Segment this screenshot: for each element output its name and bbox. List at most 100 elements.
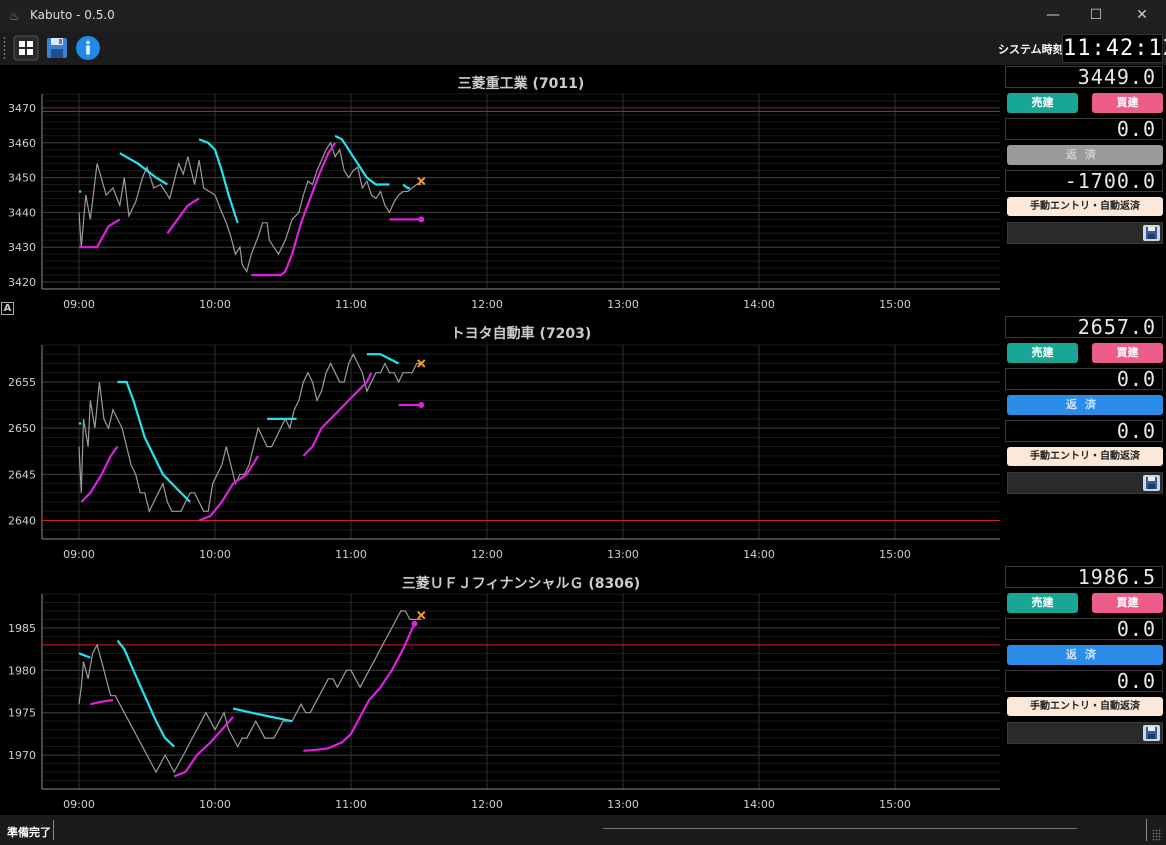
control-panel-8306: 1986.5 売建 買建 0.0 返済 0.0 手動エントリ・自動返済 <box>1003 565 1166 815</box>
control-panel-7203: 2657.0 売建 買建 0.0 返済 0.0 手動エントリ・自動返済 <box>1003 315 1166 565</box>
y-tick-label: 3470 <box>8 102 36 115</box>
upper-stop-line <box>117 380 191 503</box>
sell-button[interactable]: 売建 <box>1007 593 1078 613</box>
buy-button[interactable]: 買建 <box>1092 593 1163 613</box>
mode-button[interactable]: 手動エントリ・自動返済 <box>1007 197 1163 216</box>
close-button[interactable]: ✕ <box>1136 7 1148 23</box>
save-memo-icon[interactable] <box>1143 475 1160 491</box>
y-tick-label: 1980 <box>8 664 36 677</box>
x-tick-label: 09:00 <box>63 798 95 811</box>
x-tick-label: 12:00 <box>471 798 503 811</box>
lower-stop-dot <box>411 620 418 627</box>
toolbar: システム時刻 11:42:12 <box>0 31 1166 65</box>
save-icon[interactable] <box>44 35 70 61</box>
lower-stop-line <box>80 445 119 503</box>
x-tick-label: 11:00 <box>335 298 367 311</box>
upper-stop-line <box>232 707 293 723</box>
system-time-label: システム時刻 <box>998 43 1064 56</box>
sell-button[interactable]: 売建 <box>1007 93 1078 113</box>
sell-button[interactable]: 売建 <box>1007 343 1078 363</box>
x-tick-label: 10:00 <box>199 798 231 811</box>
mode-button[interactable]: 手動エントリ・自動返済 <box>1007 447 1163 466</box>
plot-area <box>42 345 1000 539</box>
lower-stop-line <box>251 142 337 277</box>
minimize-button[interactable]: — <box>1046 7 1060 23</box>
y-tick-label: 2645 <box>8 468 36 481</box>
memo-field[interactable] <box>1007 472 1163 494</box>
latest-price-marker <box>417 610 426 620</box>
chart-title-7203: トヨタ自動車 (7203) <box>450 326 592 342</box>
x-tick-label: 14:00 <box>743 798 775 811</box>
x-tick-label: 15:00 <box>879 548 911 561</box>
upper-stop-line <box>116 639 175 748</box>
price-display: 1986.5 <box>1005 566 1163 588</box>
x-tick-label: 09:00 <box>63 298 95 311</box>
x-tick-label: 12:00 <box>471 548 503 561</box>
lower-stop-line <box>173 716 234 778</box>
upper-stop-line <box>119 152 168 186</box>
toolbar-grip-icon[interactable] <box>3 36 6 60</box>
auto-scale-icon[interactable]: A <box>1 302 14 315</box>
memo-field[interactable] <box>1007 722 1163 744</box>
upper-stop-line <box>366 353 400 365</box>
lower-stop-line <box>79 218 121 249</box>
y-tick-label: 3450 <box>8 172 36 185</box>
upper-stop-line <box>334 134 390 186</box>
price-display: 3449.0 <box>1005 66 1163 88</box>
title-bar: ♨ Kabuto - 0.5.0 — ☐ ✕ <box>0 0 1166 31</box>
resize-grip-icon[interactable] <box>1152 829 1162 841</box>
x-tick-label: 13:00 <box>607 548 639 561</box>
info-icon[interactable] <box>75 35 101 61</box>
lower-stop-line <box>198 455 260 522</box>
grid-icon[interactable] <box>13 35 39 61</box>
x-tick-label: 11:00 <box>335 548 367 561</box>
x-tick-label: 12:00 <box>471 298 503 311</box>
x-tick-label: 09:00 <box>63 548 95 561</box>
memo-field[interactable] <box>1007 222 1163 244</box>
position-display: 0.0 <box>1005 368 1163 390</box>
y-tick-label: 3460 <box>8 137 36 150</box>
y-tick-label: 2640 <box>8 515 36 528</box>
y-tick-label: 3440 <box>8 206 36 219</box>
y-tick-label: 3420 <box>8 276 36 289</box>
chart-title-7011: 三菱重工業 (7011) <box>457 76 585 92</box>
maximize-button[interactable]: ☐ <box>1089 7 1103 23</box>
repay-button[interactable]: 返済 <box>1007 395 1163 415</box>
price-line <box>78 610 422 774</box>
x-tick-label: 15:00 <box>879 798 911 811</box>
repay-button[interactable]: 返済 <box>1007 145 1163 165</box>
latest-price-marker <box>417 359 426 368</box>
price-line <box>78 141 422 274</box>
lower-stop-line <box>90 698 114 706</box>
chart-title-8306: 三菱ＵＦＪフィナンシャルＧ (8306) <box>401 576 641 592</box>
save-memo-icon[interactable] <box>1143 725 1160 741</box>
save-memo-icon[interactable] <box>1143 225 1160 241</box>
upper-stop-line <box>402 183 410 190</box>
repay-button[interactable]: 返済 <box>1007 645 1163 665</box>
status-text: 準備完了 <box>7 826 51 839</box>
lower-stop-line <box>303 623 416 752</box>
x-tick-label: 15:00 <box>879 298 911 311</box>
control-panel-7011: 3449.0 売建 買建 0.0 返済 -1700.0 手動エントリ・自動返済 <box>1003 65 1166 315</box>
profit-display: -1700.0 <box>1005 170 1163 192</box>
buy-button[interactable]: 買建 <box>1092 93 1163 113</box>
position-display: 0.0 <box>1005 618 1163 640</box>
position-display: 0.0 <box>1005 118 1163 140</box>
lower-stop-dot <box>418 402 425 409</box>
y-tick-label: 2650 <box>8 422 36 435</box>
x-tick-label: 14:00 <box>743 298 775 311</box>
x-tick-label: 13:00 <box>607 298 639 311</box>
mode-button[interactable]: 手動エントリ・自動返済 <box>1007 697 1163 716</box>
app-logo-icon: ♨ <box>9 9 20 23</box>
profit-display: 0.0 <box>1005 670 1163 692</box>
profit-display: 0.0 <box>1005 420 1163 442</box>
lower-stop-line <box>166 197 200 234</box>
lower-stop-dot <box>418 216 425 223</box>
y-tick-label: 3430 <box>8 241 36 254</box>
window-title: Kabuto - 0.5.0 <box>30 8 115 22</box>
status-separator <box>1146 819 1147 841</box>
y-tick-label: 1975 <box>8 707 36 720</box>
y-tick-label: 2655 <box>8 376 36 389</box>
system-clock: 11:42:12 <box>1062 34 1166 63</box>
buy-button[interactable]: 買建 <box>1092 343 1163 363</box>
